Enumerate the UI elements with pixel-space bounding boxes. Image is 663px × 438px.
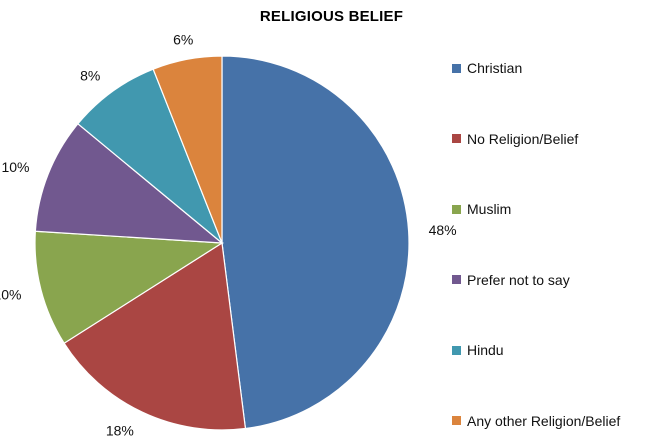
legend-label: Christian bbox=[467, 60, 523, 76]
legend-item-christian: Christian bbox=[452, 60, 522, 76]
legend-item-any-other-religion-belief: Any other Religion/Belief bbox=[452, 413, 620, 429]
data-label-muslim: 10% bbox=[0, 287, 22, 303]
legend-item-no-religion-belief: No Religion/Belief bbox=[452, 131, 578, 147]
legend-label: Prefer not to say bbox=[467, 271, 570, 288]
legend-swatch bbox=[452, 204, 461, 214]
pie-data-labels: 48% 18% 10% 10% 8% 6% bbox=[0, 32, 457, 438]
pie-slice-no-religion-belief bbox=[63, 241, 247, 431]
legend-swatch bbox=[452, 345, 461, 355]
legend-swatch bbox=[452, 134, 461, 143]
pie-slice-christian bbox=[221, 55, 410, 430]
pie-slices bbox=[34, 55, 410, 431]
legend-item-muslim: Muslim bbox=[452, 201, 511, 217]
legend-swatch bbox=[452, 275, 461, 284]
legend-label: Any other Religion/Belief bbox=[467, 412, 621, 429]
pie-slice-prefer-not-to-say bbox=[34, 122, 224, 244]
legend-label: Muslim bbox=[467, 201, 512, 217]
legend-item-hindu: Hindu bbox=[452, 342, 504, 358]
data-label-prefer-not-to-say: 10% bbox=[1, 159, 29, 175]
data-label-no-religion-belief: 18% bbox=[106, 422, 134, 438]
pie-slice-any-other-religion-belief bbox=[152, 55, 223, 244]
legend-item-prefer-not-to-say: Prefer not to say bbox=[452, 272, 570, 288]
data-label-hindu: 8% bbox=[80, 68, 100, 84]
pie-slice-muslim bbox=[34, 230, 224, 345]
legend-swatch bbox=[452, 63, 461, 73]
data-label-christian: 48% bbox=[429, 222, 457, 238]
data-label-any-other-religion-belief: 6% bbox=[173, 32, 193, 48]
legend-label: Hindu bbox=[467, 342, 504, 358]
legend-label: No Religion/Belief bbox=[467, 130, 579, 147]
chart-title: RELIGIOUS BELIEF bbox=[259, 8, 404, 25]
pie-slice-hindu bbox=[77, 68, 223, 244]
legend-swatch bbox=[452, 416, 461, 425]
